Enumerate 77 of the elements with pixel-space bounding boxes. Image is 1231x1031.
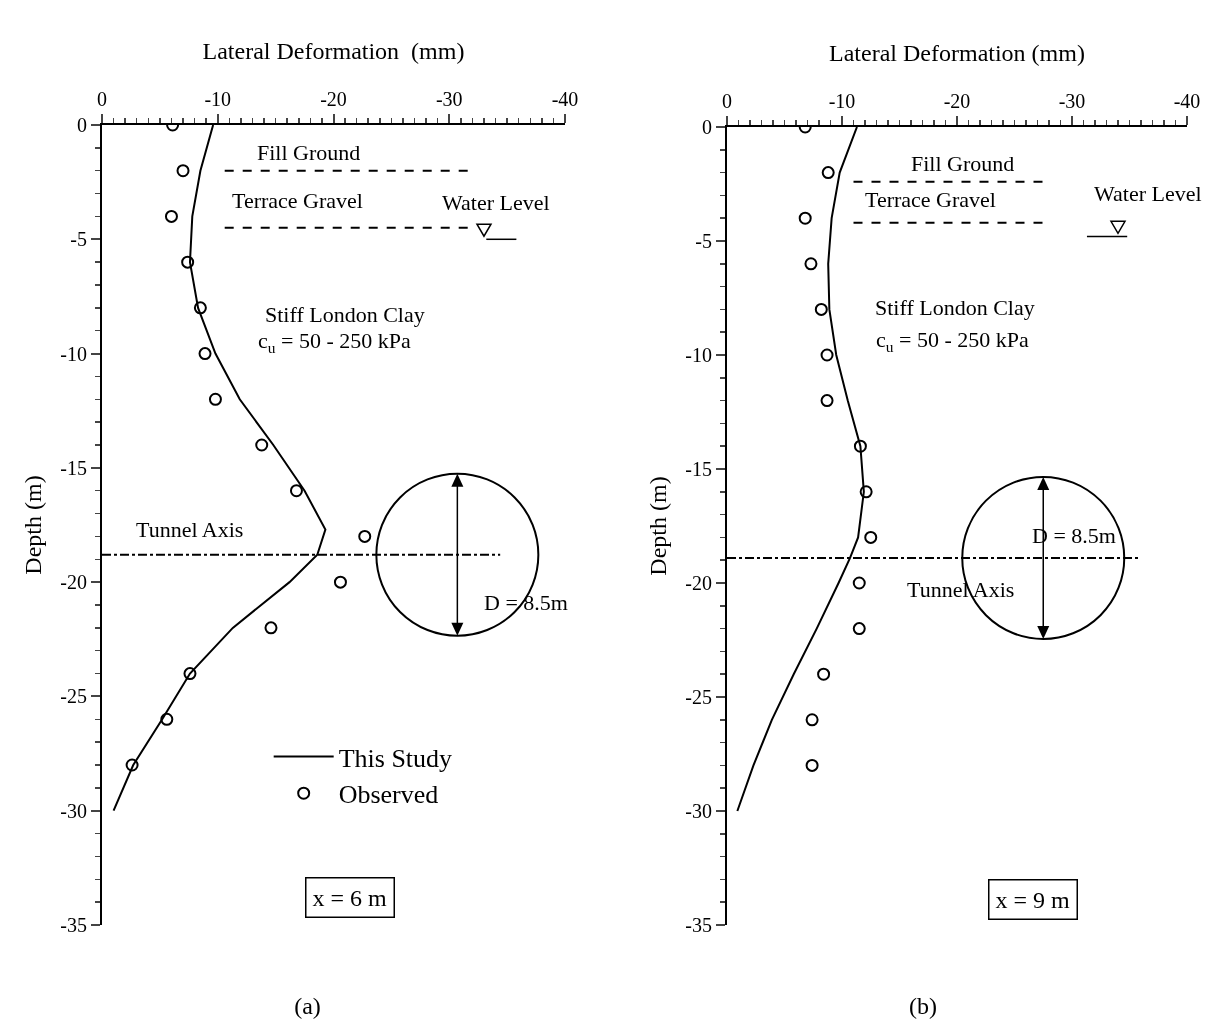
point — [181, 255, 195, 269]
point — [805, 713, 819, 727]
y-axis-title: Depth (m) — [19, 475, 46, 575]
point — [852, 622, 866, 636]
point — [859, 485, 873, 499]
point — [798, 211, 812, 225]
point — [333, 575, 347, 589]
point — [193, 301, 207, 315]
y-tick-label: -5 — [695, 230, 712, 252]
point — [852, 576, 866, 590]
y-tick-label: 0 — [77, 114, 87, 136]
point — [160, 712, 174, 726]
y-tick-label: -35 — [685, 914, 712, 936]
ref-line-label: Terrace Gravel — [232, 188, 363, 213]
annotation: Stiff London Clay — [875, 295, 1035, 320]
x-tick-label: -40 — [551, 88, 579, 110]
annotation: Water Level — [442, 190, 550, 215]
point — [821, 166, 835, 180]
text: (a) — [294, 992, 321, 1019]
x-axis-title: Lateral Deformation (mm) — [829, 39, 1085, 66]
y-tick-label: -20 — [60, 571, 87, 594]
ref-line-label: Fill Ground — [911, 151, 1015, 176]
point — [208, 392, 222, 406]
y-tick-label: -10 — [60, 342, 87, 365]
point — [814, 302, 828, 316]
point — [255, 438, 269, 452]
point — [183, 667, 197, 681]
annotation: x = 6 m — [312, 884, 388, 911]
point — [817, 667, 831, 681]
x-tick-label: -30 — [1058, 90, 1086, 112]
ref-line-label: Terrace Gravel — [865, 187, 996, 212]
annotation: c$_{u}$ = 50 - 250 kPa — [258, 328, 411, 356]
x-tick-label: -10 — [828, 90, 856, 112]
point — [820, 394, 834, 408]
y-tick-label: -30 — [685, 800, 712, 822]
legend-label: This Study — [338, 743, 453, 773]
y-tick-label: -20 — [685, 572, 712, 594]
ref-line-label: Tunnel Axis — [136, 517, 244, 542]
x-tick-label: -30 — [435, 88, 463, 110]
text: (b) — [909, 992, 937, 1019]
y-tick-label: -25 — [685, 686, 712, 708]
y-tick-label: -15 — [60, 456, 87, 479]
ref-line-label: Tunnel Axis — [907, 577, 1015, 602]
y-tick-label: 0 — [702, 116, 712, 138]
y-tick-label: -5 — [70, 228, 87, 251]
y-tick-label: -35 — [60, 914, 87, 936]
x-axis-title: Lateral Deformation (mm) — [202, 37, 465, 64]
point — [853, 439, 867, 453]
point — [805, 758, 819, 772]
y-tick-label: -30 — [60, 799, 87, 822]
annotation: D = 8.5m — [484, 590, 568, 615]
y-tick-label: -25 — [60, 685, 87, 708]
y-axis-title: Depth (m) — [644, 476, 671, 576]
point — [864, 530, 878, 544]
y-tick-label: -15 — [685, 458, 712, 480]
annotation: Water Level — [1094, 181, 1202, 206]
point — [804, 257, 818, 271]
x-tick-label: 0 — [97, 88, 107, 110]
annotation: c$_{u}$ = 50 - 250 kPa — [876, 327, 1029, 355]
point — [176, 164, 190, 178]
point — [820, 348, 834, 362]
annotation: Stiff London Clay — [265, 302, 425, 327]
x-tick-label: -40 — [1173, 90, 1201, 112]
point — [358, 529, 372, 543]
annotation: x = 9 m — [995, 886, 1071, 913]
ref-line-label: Fill Ground — [257, 140, 361, 165]
x-tick-label: -20 — [943, 90, 971, 112]
point — [264, 621, 278, 635]
point — [198, 347, 212, 361]
point — [125, 758, 139, 772]
x-tick-label: 0 — [722, 90, 732, 112]
point — [289, 484, 303, 498]
x-tick-label: -20 — [320, 88, 347, 110]
y-tick-label: -10 — [685, 344, 712, 366]
legend-label: Observed — [338, 780, 439, 810]
point — [164, 209, 178, 223]
x-tick-label: -10 — [204, 88, 232, 110]
